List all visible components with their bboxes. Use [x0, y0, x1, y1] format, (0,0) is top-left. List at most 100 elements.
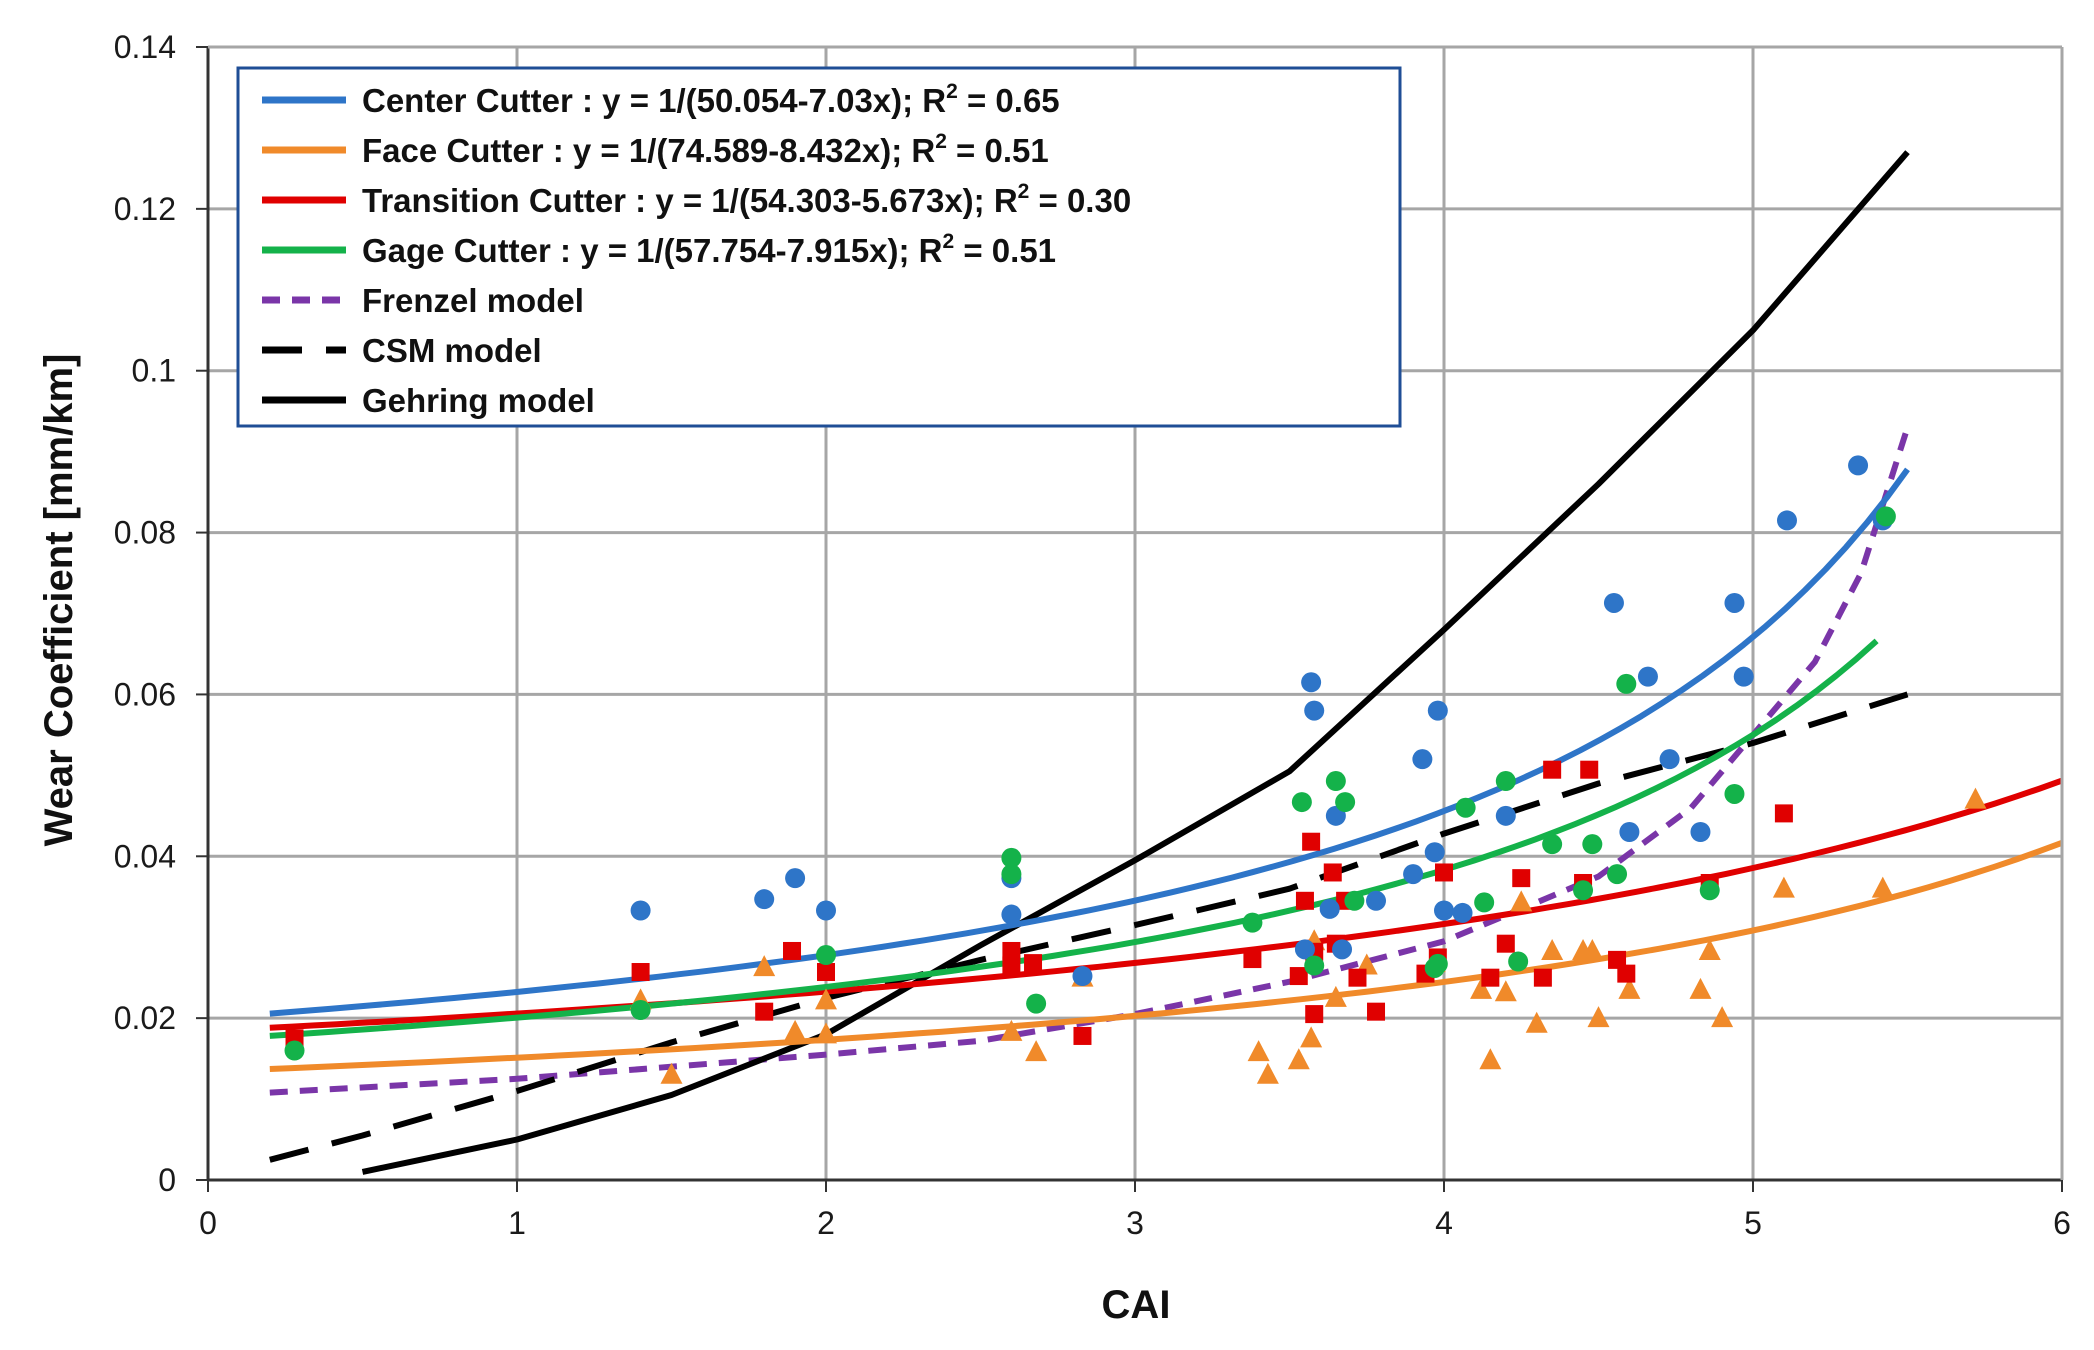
gage-point — [1474, 892, 1495, 913]
center-legend-label: Center Cutter : y = 1/(50.054-7.03x); R2… — [362, 80, 1060, 119]
frenzel-model-line — [269, 426, 1911, 1096]
gage-fit-line — [269, 638, 1879, 1039]
transition-point — [631, 963, 650, 982]
face-point — [1324, 985, 1347, 1007]
transition-point — [1002, 941, 1021, 960]
y-tick-label: 0.02 — [114, 1000, 176, 1036]
center-point — [1637, 666, 1658, 687]
center-point — [1776, 510, 1797, 531]
y-tick-label: 0.1 — [132, 353, 176, 389]
gage-point — [816, 945, 836, 966]
face-point — [1871, 876, 1894, 898]
transition-point — [1580, 760, 1599, 779]
center-point — [1001, 904, 1022, 925]
transition-point — [1323, 863, 1342, 882]
center-point — [1848, 455, 1869, 476]
transition-legend-label: Transition Cutter : y = 1/(54.303-5.673x… — [362, 180, 1131, 219]
transition-point — [1774, 804, 1793, 823]
center-point — [785, 868, 806, 889]
face-point — [815, 988, 837, 1010]
face-point — [753, 955, 776, 977]
transition-point — [1073, 1026, 1092, 1045]
face-point — [1470, 977, 1493, 999]
transition-point — [1289, 967, 1308, 986]
gage-point — [1582, 834, 1603, 855]
gage-point — [284, 1040, 305, 1061]
model-layer — [269, 150, 1911, 1175]
gage-point — [1325, 771, 1346, 792]
gage-point — [1335, 792, 1356, 813]
transition-point — [1348, 968, 1367, 987]
center-point — [1304, 700, 1325, 721]
transition-point — [1435, 863, 1453, 882]
center-point — [1495, 805, 1516, 826]
center-point — [816, 900, 836, 921]
face-point — [1256, 1062, 1279, 1084]
transition-point — [1617, 964, 1636, 983]
center-point — [1294, 939, 1315, 960]
y-axis-title: Wear Coefficient [mm/km] — [37, 354, 81, 847]
face-point — [1587, 1006, 1610, 1028]
transition-point — [783, 941, 802, 960]
y-tick-label: 0.12 — [114, 191, 176, 227]
face-legend-label: Face Cutter : y = 1/(74.589-8.432x); R2 … — [362, 130, 1049, 169]
face-point — [1000, 1019, 1023, 1041]
gage-point — [1026, 993, 1047, 1014]
transition-point — [1543, 760, 1562, 779]
point-layer — [284, 455, 1987, 1084]
center-point — [1603, 592, 1624, 613]
x-tick-label: 3 — [1126, 1205, 1144, 1241]
x-tick-label: 0 — [199, 1205, 217, 1241]
transition-point — [1367, 1002, 1386, 1021]
fit-layer — [269, 467, 2064, 1072]
gage-point — [1508, 951, 1529, 972]
center-point — [1733, 666, 1754, 687]
x-tick-label: 4 — [1435, 1205, 1453, 1241]
transition-point — [1608, 950, 1627, 969]
center-point — [754, 889, 775, 910]
face-point — [815, 1022, 837, 1044]
frenzel-legend-label: Frenzel model — [362, 282, 584, 319]
center-point — [1403, 864, 1424, 885]
transition-point — [1302, 832, 1321, 851]
x-tick-label: 6 — [2053, 1205, 2071, 1241]
gage-point — [1495, 771, 1516, 792]
center-point — [1366, 890, 1387, 911]
face-point — [1772, 876, 1795, 898]
transition-point — [817, 963, 835, 982]
legend: Center Cutter : y = 1/(50.054-7.03x); R2… — [236, 66, 1402, 428]
gage-point — [1304, 955, 1325, 976]
transition-point — [1512, 869, 1531, 888]
transition-point — [1496, 934, 1515, 953]
center-fit-line — [269, 467, 1910, 1017]
x-tick-label: 2 — [817, 1205, 835, 1241]
face-point — [784, 1019, 807, 1041]
center-point — [1301, 672, 1322, 693]
center-point — [1619, 822, 1640, 843]
face-point — [1247, 1040, 1270, 1062]
transition-point — [1305, 1005, 1324, 1024]
gage-point — [1616, 673, 1637, 694]
gage-point — [1724, 783, 1745, 804]
gage-point — [1875, 506, 1896, 527]
face-point — [1510, 890, 1533, 912]
gage-point — [630, 1000, 651, 1021]
gage-point — [1573, 880, 1594, 901]
transition-point — [1533, 968, 1552, 987]
center-point — [1424, 842, 1445, 863]
gage-point — [1242, 912, 1263, 933]
face-fit-line — [269, 839, 2064, 1072]
gage-point — [1001, 847, 1022, 868]
y-tick-label: 0.04 — [114, 838, 176, 874]
axis-layer — [196, 45, 2064, 1192]
x-tick-label: 5 — [1744, 1205, 1762, 1241]
gage-point — [1001, 864, 1022, 885]
center-point — [1332, 939, 1353, 960]
tick-layer: 0 1 2 3 4 5 6 0 0.02 0.04 0.06 0.08 0.1 0.12 0.14 — [114, 29, 2071, 1241]
face-point — [1479, 1048, 1502, 1070]
gage-legend-label: Gage Cutter : y = 1/(57.754-7.915x); R2 … — [362, 230, 1056, 269]
transition-point — [1243, 950, 1262, 969]
center-point — [1659, 749, 1680, 770]
